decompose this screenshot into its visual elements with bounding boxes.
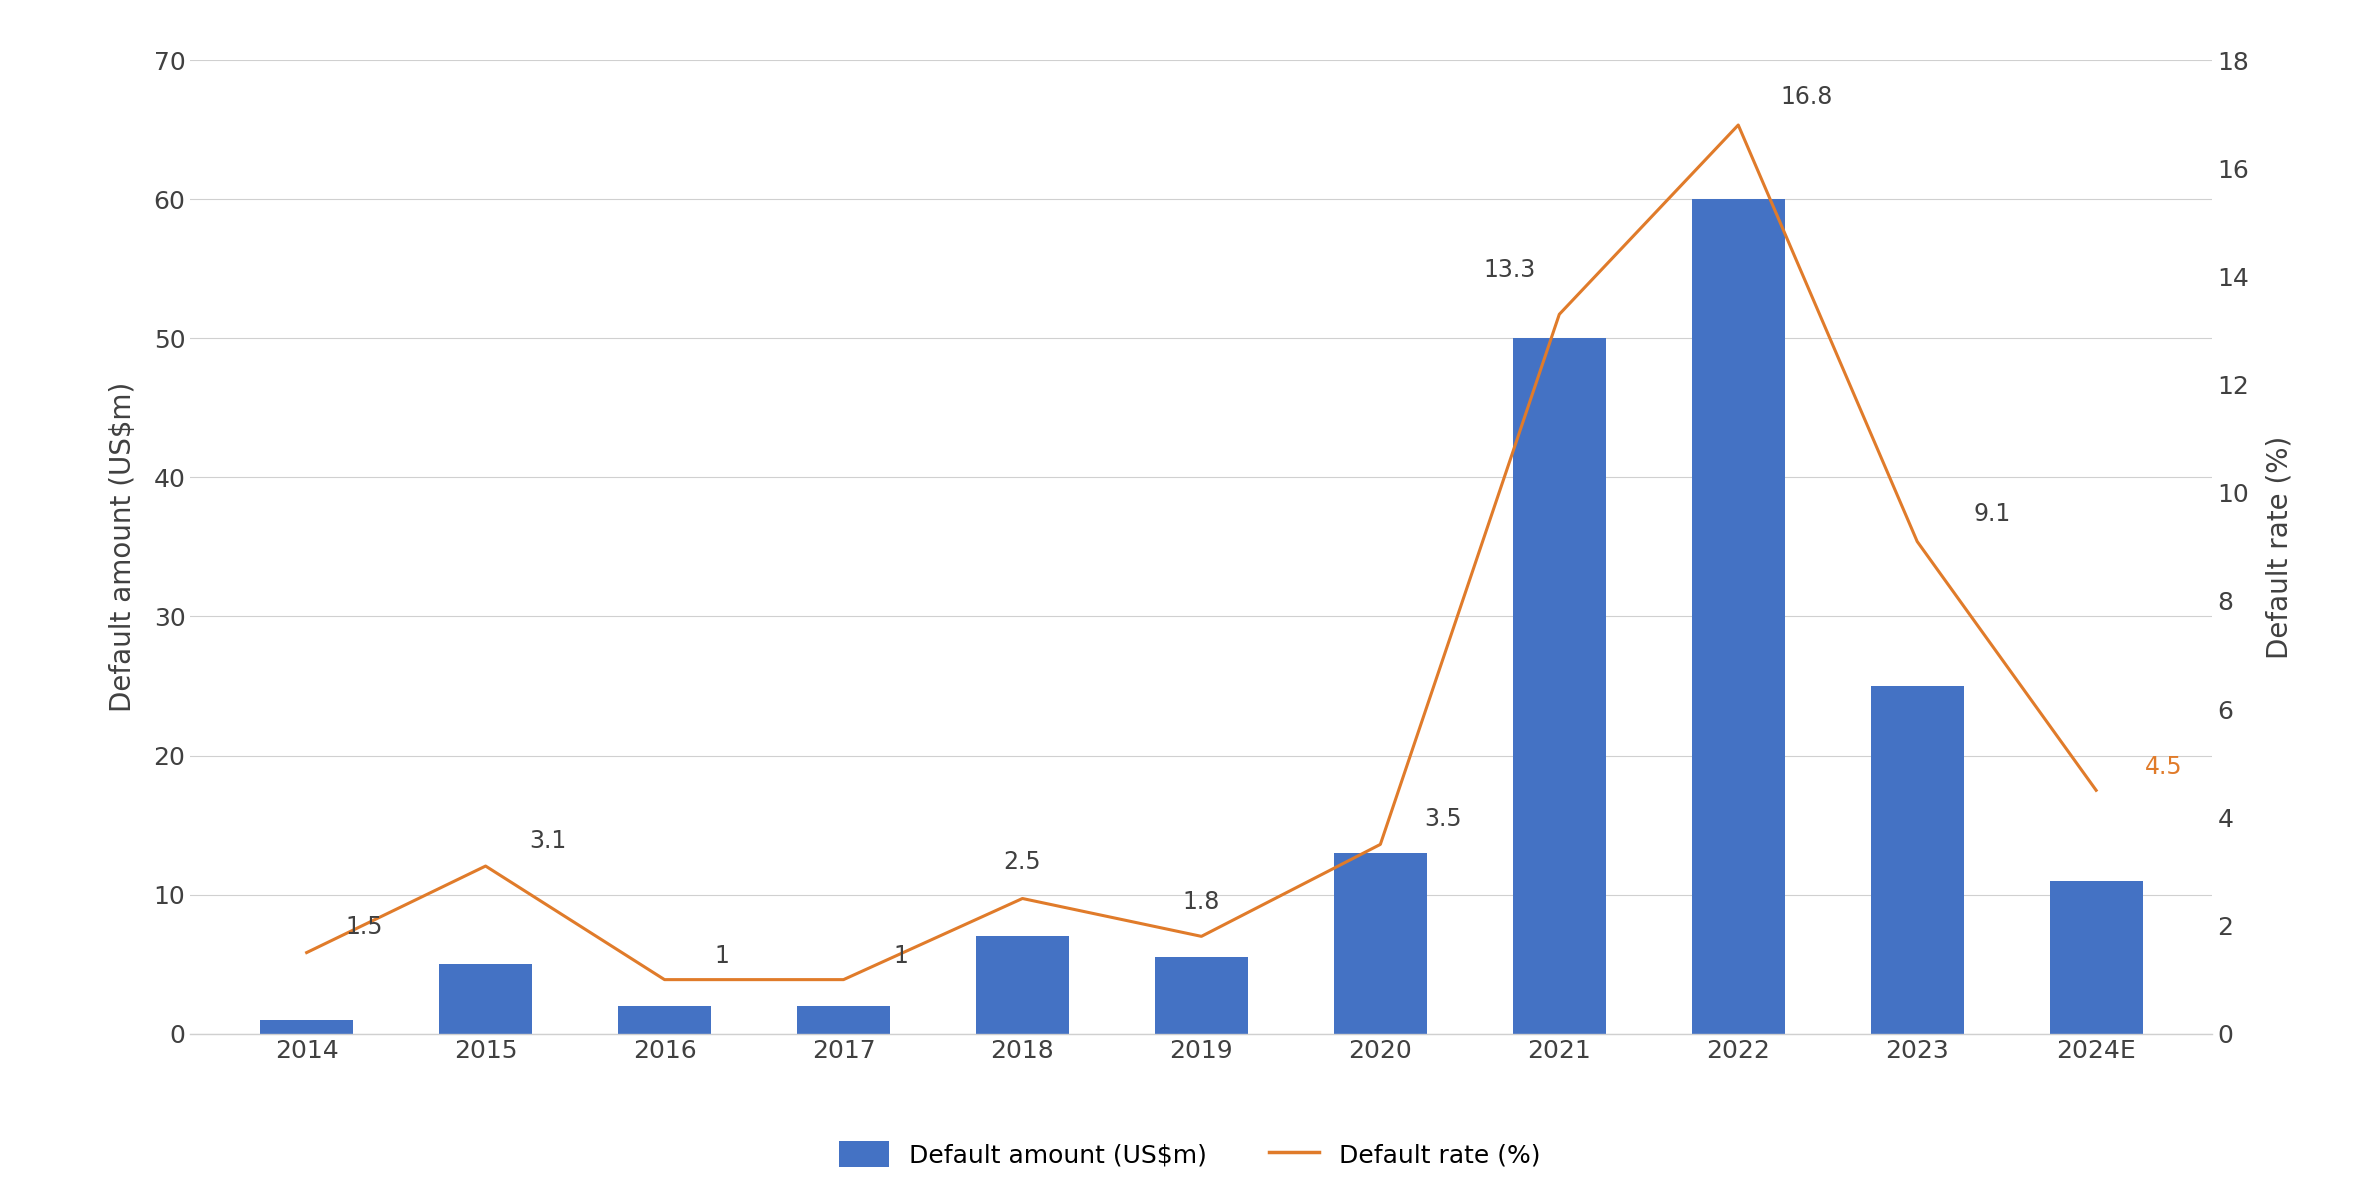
Default rate (%): [1903, 534, 1932, 548]
Default rate (%): [471, 858, 500, 873]
Text: 1.8: 1.8: [1182, 889, 1220, 914]
Bar: [2051, 881, 2143, 1034]
Text: 16.8: 16.8: [1779, 85, 1832, 109]
Y-axis label: Default amount (US$m): Default amount (US$m): [109, 382, 138, 712]
Legend: Default amount (US$m), Default rate (%): Default amount (US$m), Default rate (%): [828, 1131, 1551, 1178]
Bar: [259, 1019, 352, 1034]
Text: 9.1: 9.1: [1975, 502, 2010, 526]
Default rate (%): [1009, 892, 1037, 906]
Text: 3.1: 3.1: [531, 828, 566, 852]
Bar: [1335, 853, 1427, 1034]
Bar: [975, 936, 1068, 1034]
Bar: [619, 1006, 711, 1034]
Default rate (%): [1366, 837, 1394, 851]
Default rate (%): [830, 972, 859, 987]
Y-axis label: Default rate (%): Default rate (%): [2265, 435, 2293, 659]
Default rate (%): [1187, 929, 1216, 944]
Default rate (%): [1725, 118, 1753, 132]
Bar: [1154, 957, 1249, 1034]
Text: 3.5: 3.5: [1425, 807, 1461, 831]
Bar: [797, 1006, 890, 1034]
Default rate (%): [293, 945, 321, 959]
Text: 13.3: 13.3: [1482, 258, 1534, 282]
Text: 1: 1: [714, 944, 730, 968]
Text: 2.5: 2.5: [1004, 850, 1042, 874]
Text: 1: 1: [895, 944, 909, 968]
Default rate (%): [2082, 784, 2110, 798]
Text: 1.5: 1.5: [345, 915, 383, 939]
Bar: [440, 964, 533, 1034]
Text: 4.5: 4.5: [2146, 756, 2184, 780]
Bar: [1870, 686, 1963, 1034]
Default rate (%): [649, 972, 678, 987]
Bar: [1691, 200, 1784, 1034]
Bar: [1513, 338, 1606, 1034]
Default rate (%): [1544, 308, 1573, 322]
Line: Default rate (%): Default rate (%): [307, 125, 2096, 980]
